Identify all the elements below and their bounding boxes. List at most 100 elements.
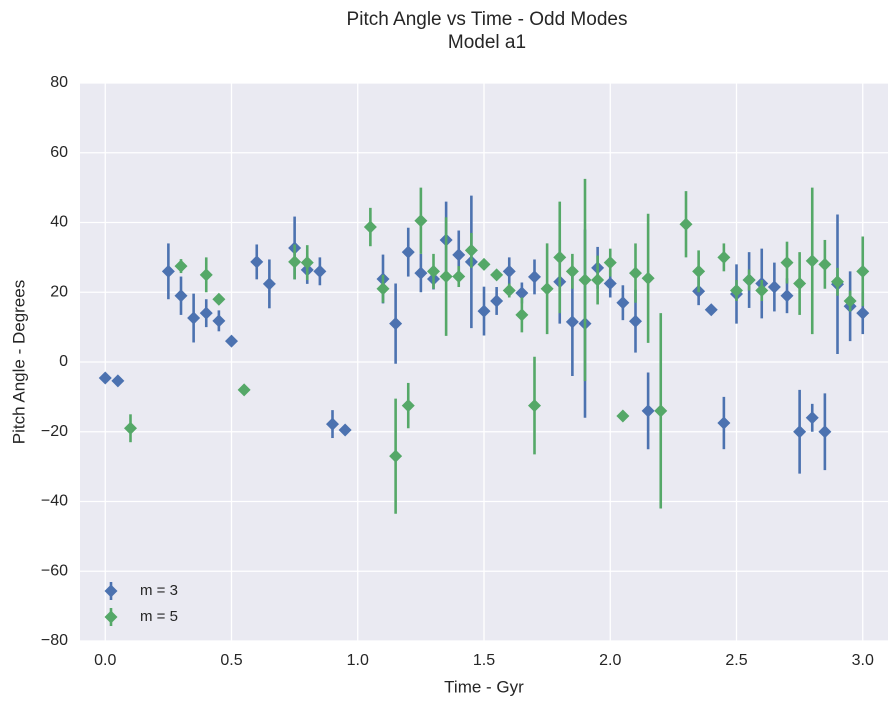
point	[603, 277, 617, 291]
x-tick-label: 2.0	[599, 652, 621, 669]
point	[326, 417, 339, 431]
point	[818, 425, 832, 439]
point	[528, 399, 541, 413]
point	[414, 214, 428, 228]
y-tick-label: −80	[41, 632, 68, 649]
point	[427, 264, 440, 278]
point	[540, 282, 554, 296]
point	[490, 268, 504, 282]
point	[477, 304, 491, 318]
x-tick-label: 3.0	[852, 652, 874, 669]
point	[414, 266, 428, 280]
point	[856, 264, 870, 278]
y-tick-label: 20	[50, 283, 68, 300]
point	[174, 289, 188, 303]
y-tick-label: 80	[50, 74, 68, 91]
point	[641, 404, 655, 418]
y-tick-label: −60	[41, 562, 68, 579]
point	[818, 257, 832, 271]
point	[262, 277, 276, 291]
point	[338, 423, 352, 437]
point	[780, 256, 794, 270]
y-tick-label: 40	[50, 214, 68, 231]
point	[452, 248, 466, 262]
point	[225, 334, 238, 348]
point	[856, 306, 870, 320]
point	[502, 264, 516, 278]
point	[288, 255, 302, 269]
point	[780, 289, 794, 303]
point	[717, 416, 731, 430]
legend-marker	[104, 584, 118, 598]
point	[767, 280, 781, 294]
point	[679, 217, 693, 231]
point	[401, 399, 415, 413]
point	[616, 409, 630, 423]
chart-title: Pitch Angle vs Time - Odd Modes	[347, 9, 628, 30]
point	[389, 317, 403, 331]
point	[212, 314, 226, 328]
point	[174, 259, 188, 273]
point	[692, 264, 706, 278]
point	[490, 294, 504, 308]
point	[629, 314, 642, 328]
legend-marker	[104, 610, 118, 624]
y-tick-label: −40	[41, 493, 68, 510]
point	[717, 250, 731, 264]
point	[376, 282, 390, 296]
point	[111, 374, 125, 388]
point	[212, 292, 226, 306]
point	[730, 284, 743, 298]
point	[565, 315, 579, 329]
point	[199, 268, 213, 282]
point	[553, 250, 567, 264]
point	[250, 255, 264, 269]
point	[439, 270, 453, 284]
point	[641, 271, 655, 285]
point	[805, 411, 819, 425]
chart-subtitle: Model a1	[448, 32, 526, 53]
point	[591, 273, 605, 287]
legend-label: m = 3	[140, 582, 178, 599]
x-tick-label: 0.5	[220, 652, 242, 669]
point	[187, 311, 201, 325]
legend-label: m = 5	[140, 608, 178, 625]
point	[401, 245, 415, 259]
point	[389, 449, 403, 463]
x-tick-label: 1.0	[347, 652, 369, 669]
point	[237, 383, 251, 397]
point	[831, 275, 844, 289]
y-axis-label: Pitch Angle - Degrees	[9, 280, 28, 444]
point	[843, 294, 857, 308]
y-tick-label: 0	[59, 353, 68, 370]
point	[464, 243, 478, 257]
point	[603, 256, 617, 270]
point	[124, 421, 137, 435]
point	[161, 264, 175, 278]
point	[805, 254, 819, 268]
point	[313, 264, 327, 278]
point	[616, 296, 630, 310]
point	[528, 270, 541, 284]
point	[98, 371, 112, 385]
x-tick-label: 1.5	[473, 652, 495, 669]
point	[300, 256, 314, 270]
point	[793, 425, 807, 439]
point	[742, 273, 756, 287]
x-axis-label: Time - Gyr	[444, 677, 524, 696]
point	[565, 264, 579, 278]
point	[477, 257, 491, 271]
point	[515, 286, 529, 300]
point	[515, 308, 529, 322]
y-tick-label: 60	[50, 144, 68, 161]
point	[452, 270, 466, 284]
point	[578, 273, 592, 287]
point	[629, 266, 642, 280]
point	[502, 284, 516, 298]
y-tick-label: −20	[41, 423, 68, 440]
point	[755, 284, 769, 298]
point	[363, 220, 377, 234]
point	[199, 306, 213, 320]
x-tick-label: 0.0	[94, 652, 116, 669]
